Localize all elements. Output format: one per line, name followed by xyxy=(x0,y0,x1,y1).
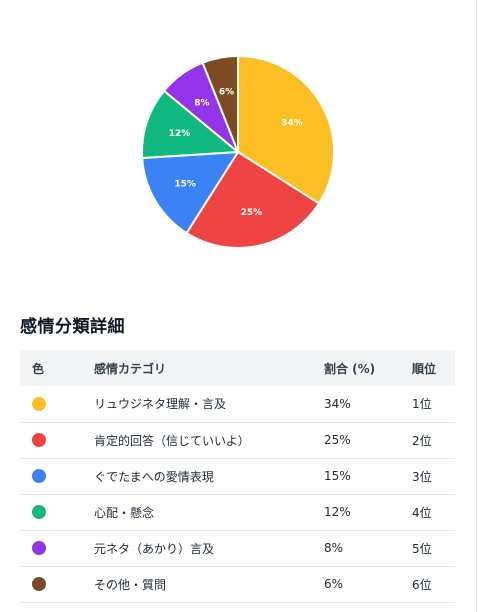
color-cell xyxy=(20,386,86,423)
pie-label-4: 12% xyxy=(169,129,191,139)
color-cell xyxy=(20,530,86,567)
category-cell: 肯定的回答（信じていいよ） xyxy=(86,422,316,459)
pie-slice-4 xyxy=(141,89,241,160)
pie-slice-2 xyxy=(185,150,321,249)
right-border xyxy=(476,0,477,612)
pie-label-3: 15% xyxy=(174,179,196,189)
emotion-pie-chart: 34% 25% 15% 12% 8% 6% xyxy=(138,52,338,252)
header-rank: 順位 xyxy=(404,350,455,386)
pie-slice-6 xyxy=(201,54,239,153)
pie-slice-3 xyxy=(141,150,240,235)
header-color: 色 xyxy=(20,350,86,386)
color-swatch xyxy=(32,541,46,556)
rank-cell: 5位 xyxy=(404,530,455,567)
emotion-detail-table: 色 感情カテゴリ 割合 (%) 順位 リュウジネタ理解・言及 34% 1位 肯定的回答… xyxy=(20,350,455,603)
pie-label-2: 25% xyxy=(241,208,263,218)
ratio-cell: 8% xyxy=(316,530,404,567)
section-title: 感情分類詳細 xyxy=(20,317,125,337)
ratio-cell: 25% xyxy=(316,422,404,459)
rank-cell: 2位 xyxy=(404,422,455,459)
ratio-cell: 6% xyxy=(316,566,404,603)
color-swatch xyxy=(32,397,46,411)
color-cell xyxy=(20,458,86,495)
table-row: その他・質問 6% 6位 xyxy=(20,566,455,603)
category-cell: 心配・懸念 xyxy=(86,494,316,531)
pie-svg: 34% 25% 15% 12% 8% 6% xyxy=(141,54,335,249)
pie-label-6: 6% xyxy=(219,88,234,98)
pie-label-1: 34% xyxy=(281,118,303,128)
ratio-cell: 12% xyxy=(316,494,404,531)
color-swatch xyxy=(32,469,46,484)
header-category: 感情カテゴリ xyxy=(86,350,316,386)
rank-cell: 1位 xyxy=(404,386,455,423)
ratio-cell: 34% xyxy=(316,386,404,423)
color-cell xyxy=(20,566,86,603)
color-swatch xyxy=(32,433,46,448)
category-cell: ぐでたまへの愛情表現 xyxy=(86,458,316,495)
table-row: リュウジネタ理解・言及 34% 1位 xyxy=(20,386,455,423)
table-header-row: 色 感情カテゴリ 割合 (%) 順位 xyxy=(20,350,455,386)
table-row: ぐでたまへの愛情表現 15% 3位 xyxy=(20,458,455,495)
rank-cell: 6位 xyxy=(404,566,455,603)
header-ratio: 割合 (%) xyxy=(316,350,404,386)
category-cell: リュウジネタ理解・言及 xyxy=(86,386,316,423)
table-row: 肯定的回答（信じていいよ） 25% 2位 xyxy=(20,422,455,459)
category-cell: 元ネタ（あかり）言及 xyxy=(86,530,316,567)
rank-cell: 4位 xyxy=(404,494,455,531)
color-swatch xyxy=(32,577,46,592)
category-cell: その他・質問 xyxy=(86,566,316,603)
color-cell xyxy=(20,422,86,459)
table-row: 元ネタ（あかり）言及 8% 5位 xyxy=(20,530,455,567)
table-body: リュウジネタ理解・言及 34% 1位 肯定的回答（信じていいよ） 25% 2位 ぐでたまへの… xyxy=(20,386,455,603)
color-swatch xyxy=(32,505,46,520)
ratio-cell: 15% xyxy=(316,458,404,495)
pie-label-5: 8% xyxy=(194,98,209,108)
rank-cell: 3位 xyxy=(404,458,455,495)
color-cell xyxy=(20,494,86,531)
table-row: 心配・懸念 12% 4位 xyxy=(20,494,455,531)
